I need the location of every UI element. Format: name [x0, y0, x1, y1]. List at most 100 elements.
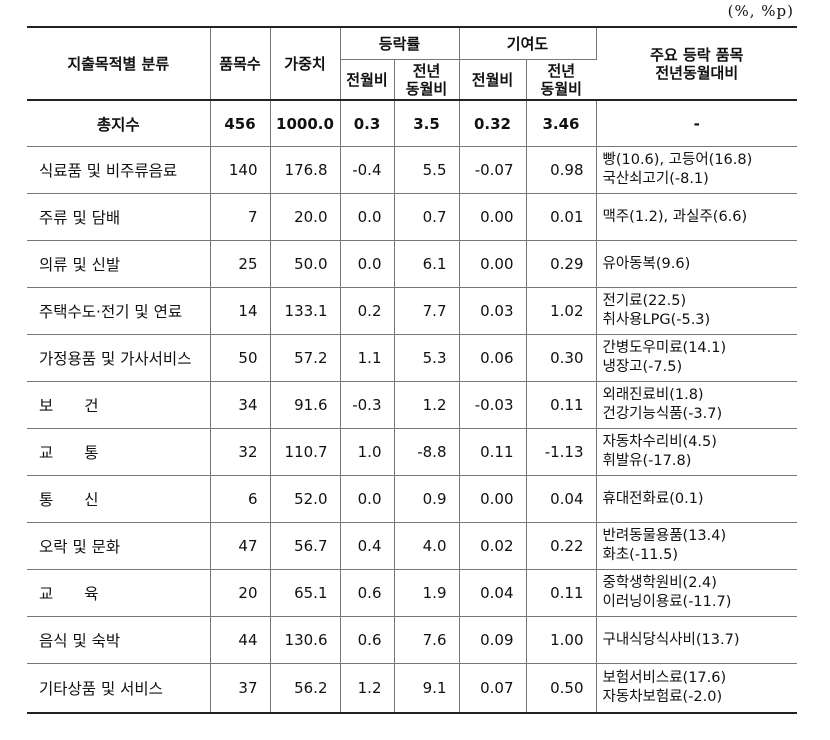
- row-rate-yoy: 5.5: [394, 146, 460, 194]
- row-rate-mom: 1.2: [340, 663, 395, 714]
- table-row: 의류 및 신발 25 50.0 0.0 6.1 0.00 0.29 유아동복(9.6): [27, 240, 797, 288]
- row-weight: 65.1: [270, 569, 341, 617]
- row-contrib-mom: 0.02: [459, 522, 527, 570]
- row-main-items-line2: 이러닝이용료(-11.7): [602, 594, 732, 610]
- row-contrib-mom: 0.03: [459, 287, 527, 335]
- header-rate-yoy-line1: 전년: [412, 61, 441, 80]
- row-contrib-yoy: 0.11: [526, 569, 597, 617]
- row-main-items-line2: 휘발유(-17.8): [602, 453, 692, 469]
- row-weight: 57.2: [270, 334, 341, 382]
- row-main-items-line2: 자동차보험료(-2.0): [602, 689, 723, 705]
- row-main-items-line1: 반려동물용품(13.4): [602, 528, 727, 544]
- row-category: 오락 및 문화: [27, 522, 211, 570]
- row-weight: 56.7: [270, 522, 341, 570]
- header-main-items: 주요 등락 품목 전년동월대비: [596, 26, 797, 101]
- header-rate-mom: 전월비: [340, 59, 395, 101]
- row-contrib-mom: 0.00: [459, 240, 527, 288]
- row-category: 음식 및 숙박: [27, 616, 211, 664]
- row-contrib-mom: 0.07: [459, 663, 527, 714]
- row-contrib-yoy: 0.50: [526, 663, 597, 714]
- row-contrib-yoy: 0.04: [526, 475, 597, 523]
- row-main-items: 휴대전화료(0.1): [596, 475, 797, 523]
- row-contrib-yoy: 1.02: [526, 287, 597, 335]
- row-count: 6: [210, 475, 271, 523]
- row-contrib-yoy: -1.13: [526, 428, 597, 476]
- row-contrib-yoy: 0.22: [526, 522, 597, 570]
- row-rate-mom: 0.0: [340, 193, 395, 241]
- row-main-items: 유아동복(9.6): [596, 240, 797, 288]
- row-main-items-line1: 간병도우미료(14.1): [602, 340, 727, 356]
- total-row: 총지수 456 1000.0 0.3 3.5 0.32 3.46 -: [27, 100, 797, 147]
- table-row: 오락 및 문화 47 56.7 0.4 4.0 0.02 0.22 반려동물용품(13.4) 화…: [27, 522, 797, 570]
- header-weight: 가중치: [270, 26, 341, 101]
- table-row: 보 건 34 91.6 -0.3 1.2 -0.03 0.11 외래진료비(1.8) 건강기능식…: [27, 381, 797, 429]
- table-row: 기타상품 및 서비스 37 56.2 1.2 9.1 0.07 0.50 보험서비스료(17.…: [27, 663, 797, 714]
- row-main-items: 반려동물용품(13.4) 화초(-11.5): [596, 522, 797, 570]
- header-contrib-yoy-line1: 전년: [547, 61, 576, 80]
- row-main-items: 간병도우미료(14.1) 냉장고(-7.5): [596, 334, 797, 382]
- total-weight: 1000.0: [270, 100, 341, 147]
- row-count: 25: [210, 240, 271, 288]
- header-rate-yoy: 전년 동월비: [394, 59, 460, 101]
- row-weight: 130.6: [270, 616, 341, 664]
- row-category: 의류 및 신발: [27, 240, 211, 288]
- table-header: 지출목적별 분류 품목수 가중치 등락률 기여도 주요 등락 품목 전년동월대비…: [27, 26, 797, 101]
- row-contrib-mom: 0.06: [459, 334, 527, 382]
- row-category: 주류 및 담배: [27, 193, 211, 241]
- row-rate-yoy: 1.2: [394, 381, 460, 429]
- row-category: 보 건: [27, 381, 211, 429]
- table-row: 교 육 20 65.1 0.6 1.9 0.04 0.11 중학생학원비(2.4) 이러닝이용료…: [27, 569, 797, 617]
- row-rate-yoy: 0.9: [394, 475, 460, 523]
- table-row: 통 신 6 52.0 0.0 0.9 0.00 0.04 휴대전화료(0.1): [27, 475, 797, 523]
- row-rate-mom: 0.6: [340, 569, 395, 617]
- row-contrib-yoy: 0.30: [526, 334, 597, 382]
- row-count: 50: [210, 334, 271, 382]
- price-index-table: 지출목적별 분류 품목수 가중치 등락률 기여도 주요 등락 품목 전년동월대비…: [27, 26, 797, 714]
- row-contrib-mom: 0.11: [459, 428, 527, 476]
- row-main-items-line2: 국산쇠고기(-8.1): [602, 171, 709, 187]
- table-row: 가정용품 및 가사서비스 50 57.2 1.1 5.3 0.06 0.30 간병도우미료(1…: [27, 334, 797, 382]
- row-main-items: 맥주(1.2), 과실주(6.6): [596, 193, 797, 241]
- header-main-items-line2: 전년동월대비: [655, 63, 739, 82]
- header-category: 지출목적별 분류: [27, 26, 211, 101]
- row-contrib-mom: -0.07: [459, 146, 527, 194]
- row-rate-yoy: -8.8: [394, 428, 460, 476]
- row-rate-mom: 0.0: [340, 475, 395, 523]
- row-weight: 20.0: [270, 193, 341, 241]
- row-main-items-line1: 맥주(1.2), 과실주(6.6): [602, 208, 748, 225]
- table-row: 식료품 및 비주류음료 140 176.8 -0.4 5.5 -0.07 0.98 빵(10.…: [27, 146, 797, 194]
- row-main-items: 보험서비스료(17.6) 자동차보험료(-2.0): [596, 663, 797, 714]
- row-contrib-yoy: 0.98: [526, 146, 597, 194]
- row-contrib-mom: 0.04: [459, 569, 527, 617]
- row-contrib-mom: -0.03: [459, 381, 527, 429]
- header-contribution: 기여도: [459, 26, 597, 60]
- row-rate-yoy: 9.1: [394, 663, 460, 714]
- row-main-items-line2: 화초(-11.5): [602, 547, 679, 563]
- row-count: 44: [210, 616, 271, 664]
- row-count: 14: [210, 287, 271, 335]
- row-rate-mom: 0.0: [340, 240, 395, 288]
- total-count: 456: [210, 100, 271, 147]
- row-rate-yoy: 7.6: [394, 616, 460, 664]
- row-rate-mom: 1.1: [340, 334, 395, 382]
- row-category: 기타상품 및 서비스: [27, 663, 211, 714]
- row-weight: 176.8: [270, 146, 341, 194]
- row-category: 가정용품 및 가사서비스: [27, 334, 211, 382]
- row-contrib-mom: 0.00: [459, 475, 527, 523]
- row-count: 34: [210, 381, 271, 429]
- header-contrib-yoy-line2: 동월비: [540, 79, 582, 98]
- total-category: 총지수: [27, 100, 211, 147]
- row-weight: 110.7: [270, 428, 341, 476]
- row-main-items-line1: 자동차수리비(4.5): [602, 434, 717, 450]
- row-category: 교 육: [27, 569, 211, 617]
- row-weight: 91.6: [270, 381, 341, 429]
- header-change-rate: 등락률: [340, 26, 460, 60]
- row-rate-yoy: 4.0: [394, 522, 460, 570]
- row-rate-mom: -0.4: [340, 146, 395, 194]
- row-main-items: 구내식당식사비(13.7): [596, 616, 797, 664]
- row-main-items: 자동차수리비(4.5) 휘발유(-17.8): [596, 428, 797, 476]
- row-main-items-line1: 외래진료비(1.8): [602, 387, 704, 403]
- row-main-items-line1: 전기료(22.5): [602, 293, 687, 309]
- row-rate-mom: -0.3: [340, 381, 395, 429]
- row-contrib-yoy: 0.29: [526, 240, 597, 288]
